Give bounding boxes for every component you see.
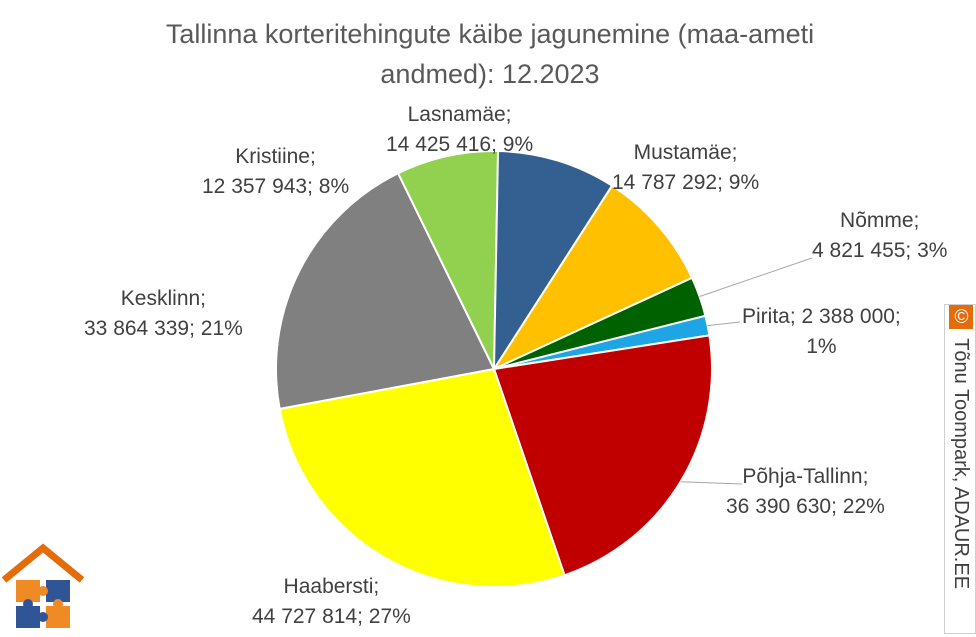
pie-slice-kristiine (396, 150, 500, 370)
pie-slice-mustam-e (491, 184, 694, 372)
pie-slice-p-hja-tallinn (492, 334, 713, 577)
leader-line-n-mme (699, 257, 813, 297)
chart-title-line-1: Tallinna korteritehingute käibe jagunemi… (165, 19, 815, 49)
slice-label-mustamae: Mustamäe; 14 787 292; 9% (612, 141, 760, 194)
slice-label-haabersti: Haabersti; 44 727 814; 27% (252, 575, 411, 628)
credit-text: Tõnu Toompark, ADAUR.EE (950, 333, 972, 590)
pie-slice-lasnam-e (492, 150, 614, 373)
slice-label-kristiine: Kristiine; 12 357 943; 8% (202, 145, 350, 198)
pie-slice-haabersti (278, 367, 566, 589)
slice-label-kesklinn: Kesklinn; 33 864 339; 21% (84, 287, 243, 340)
slice-label-nomme: Nõmme; 4 821 455; 3% (812, 209, 948, 262)
leader-line-p-hja-tallinn (680, 481, 743, 485)
chart-title-line-2: andmed): 12.2023 (380, 59, 600, 89)
chart-title: Tallinna korteritehingute käibe jagunemi… (100, 14, 880, 94)
slice-label-pirita: Pirita; 2 388 000; 1% (742, 305, 901, 358)
pie-slice-kesklinn (275, 171, 496, 411)
copyright-icon: © (949, 305, 973, 329)
house-puzzle-icon (1, 543, 85, 628)
credit-banner: © Tõnu Toompark, ADAUR.EE (944, 304, 976, 634)
leader-line-pirita (707, 321, 741, 327)
slice-label-pohja-tallinn: Põhja-Tallinn; 36 390 630; 22% (726, 465, 885, 518)
slice-label-lasnamae: Lasnamäe; 14 425 416; 9% (386, 103, 534, 156)
